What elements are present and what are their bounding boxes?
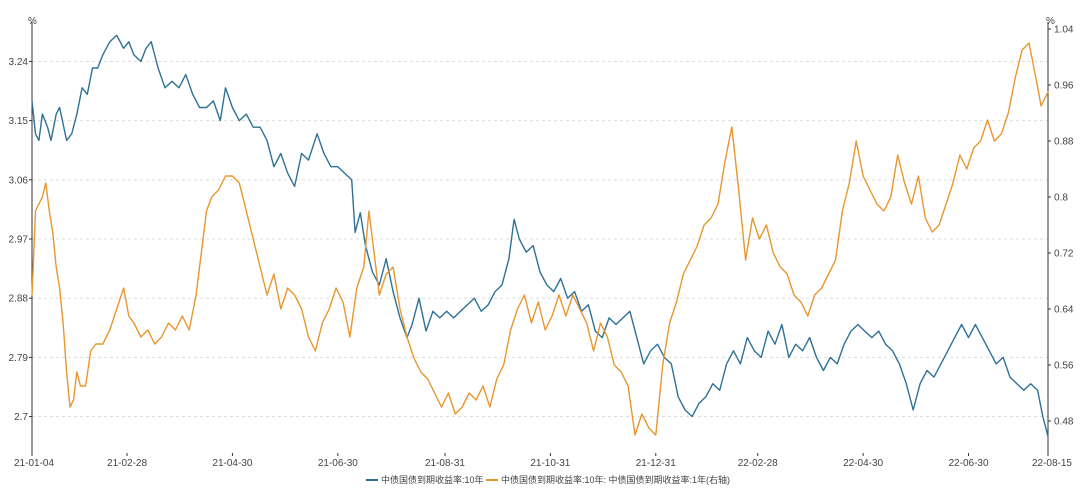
- left-tick-label: 3.15: [9, 116, 29, 127]
- x-tick-label: 22-04-30: [843, 458, 883, 469]
- x-axis-ticks: 21-01-04 21-02-28 21-04-30 21-06-30 21-08-31…: [14, 453, 1072, 469]
- legend: 中债国债到期收益率:10年 中债国债到期收益率:10年: 中债国债到期收益率:1…: [366, 474, 730, 485]
- x-tick-label: 22-02-28: [738, 458, 778, 469]
- x-tick-label: 21-08-31: [425, 458, 465, 469]
- x-tick-label: 22-06-30: [949, 458, 989, 469]
- legend-label-10y: 中债国债到期收益率:10年: [381, 474, 484, 485]
- series-line-1y: [31, 42, 1049, 436]
- right-tick-label: 0.64: [1054, 305, 1074, 316]
- left-tick-label: 3.24: [9, 57, 29, 68]
- x-tick-label: 21-01-04: [14, 458, 54, 469]
- right-tick-label: 0.96: [1054, 81, 1074, 92]
- right-tick-label: 0.8: [1054, 193, 1068, 204]
- left-tick-label: 2.97: [9, 235, 29, 246]
- x-tick-label: 21-04-30: [212, 458, 252, 469]
- right-tick-label: 0.48: [1054, 417, 1074, 428]
- x-tick-label: 21-06-30: [318, 458, 358, 469]
- right-tick-label: 1.04: [1054, 25, 1074, 36]
- series-line-10y: [31, 34, 1049, 437]
- left-tick-label: 3.06: [9, 175, 29, 186]
- left-tick-label: 2.79: [9, 353, 29, 364]
- grid-lines: [32, 60, 1048, 418]
- x-tick-label: 21-10-31: [530, 458, 570, 469]
- left-axis-ticks: 3.24 3.15 3.06 2.97 2.88 2.79 2.7: [9, 57, 32, 423]
- left-tick-label: 2.7: [14, 412, 28, 423]
- left-tick-label: 2.88: [9, 294, 29, 305]
- right-axis-ticks: 1.04 0.96 0.88 0.8 0.72 0.64 0.56 0.48: [1048, 25, 1074, 428]
- x-tick-label: 21-02-28: [107, 458, 147, 469]
- right-axis-unit: %: [1046, 16, 1055, 27]
- right-tick-label: 0.88: [1054, 137, 1074, 148]
- left-axis-unit: %: [28, 16, 37, 27]
- legend-label-1y: 中债国债到期收益率:10年: 中债国债到期收益率:1年(右轴): [501, 474, 730, 485]
- x-tick-label: 22-08-15: [1032, 458, 1072, 469]
- x-tick-label: 21-12-31: [636, 458, 676, 469]
- series-layer: [31, 34, 1049, 437]
- right-tick-label: 0.72: [1054, 249, 1074, 260]
- right-tick-label: 0.56: [1054, 361, 1074, 372]
